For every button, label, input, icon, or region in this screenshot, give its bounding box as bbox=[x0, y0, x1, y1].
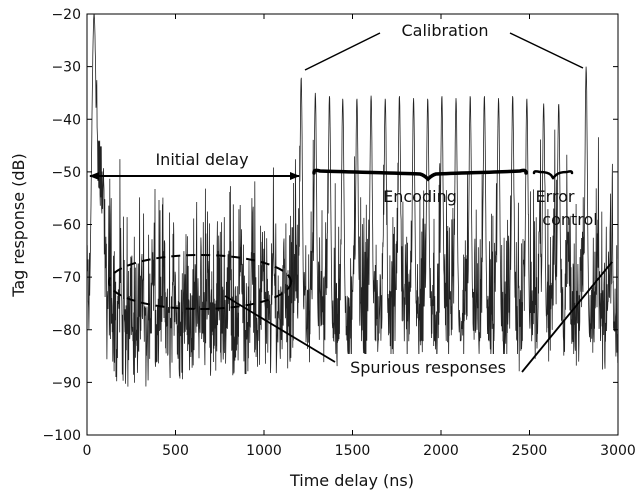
y-tick-label: −100 bbox=[43, 428, 81, 444]
y-tick-label: −90 bbox=[51, 375, 81, 391]
y-tick-label: −40 bbox=[51, 112, 81, 128]
y-tick-label: −60 bbox=[51, 218, 81, 234]
x-tick-label: 2500 bbox=[512, 443, 548, 459]
y-tick-label: −20 bbox=[51, 7, 81, 23]
signal-trace-line bbox=[87, 14, 618, 387]
error-control-brace bbox=[532, 170, 574, 180]
error-control-label-line2: control bbox=[542, 210, 597, 229]
x-tick-label: 3000 bbox=[600, 443, 636, 459]
calibration-label: Calibration bbox=[401, 21, 488, 40]
y-tick-label: −80 bbox=[51, 323, 81, 339]
spurious-responses-annotation: Spurious responses bbox=[108, 254, 613, 380]
encoding-brace bbox=[312, 168, 528, 182]
calibration-leader-right bbox=[509, 32, 584, 69]
x-tick-label: 0 bbox=[83, 443, 92, 459]
spurious-label: Spurious responses bbox=[350, 358, 506, 377]
error-control-annotation: Error control bbox=[532, 170, 598, 229]
x-tick-label: 2000 bbox=[423, 443, 459, 459]
y-tick-label: −70 bbox=[51, 270, 81, 286]
calibration-annotation: Calibration bbox=[304, 21, 584, 71]
spurious-ellipse bbox=[108, 254, 292, 310]
spurious-label-background bbox=[338, 354, 518, 380]
axis-ticks: 0 500 1000 1500 2000 2500 3000 −20 −30 −40 −50 −60 −… bbox=[43, 7, 636, 459]
x-tick-label: 1000 bbox=[246, 443, 282, 459]
x-tick-label: 500 bbox=[162, 443, 189, 459]
calibration-leader-left bbox=[304, 32, 381, 71]
error-control-label-line1: Error bbox=[536, 187, 575, 206]
encoding-annotation: Encoding bbox=[312, 168, 528, 206]
y-tick-label: −50 bbox=[51, 165, 81, 181]
spurious-leader-right bbox=[521, 261, 613, 373]
encoding-label: Encoding bbox=[383, 187, 457, 206]
y-tick-label: −30 bbox=[51, 60, 81, 76]
initial-delay-label: Initial delay bbox=[155, 150, 248, 169]
x-axis-title: Time delay (ns) bbox=[289, 471, 414, 490]
y-axis-title: Tag response (dB) bbox=[9, 153, 28, 298]
initial-delay-annotation: Initial delay bbox=[89, 150, 300, 180]
spurious-leader-left bbox=[224, 295, 336, 363]
signal-trace-layer bbox=[87, 14, 618, 387]
x-tick-label: 1500 bbox=[335, 443, 371, 459]
